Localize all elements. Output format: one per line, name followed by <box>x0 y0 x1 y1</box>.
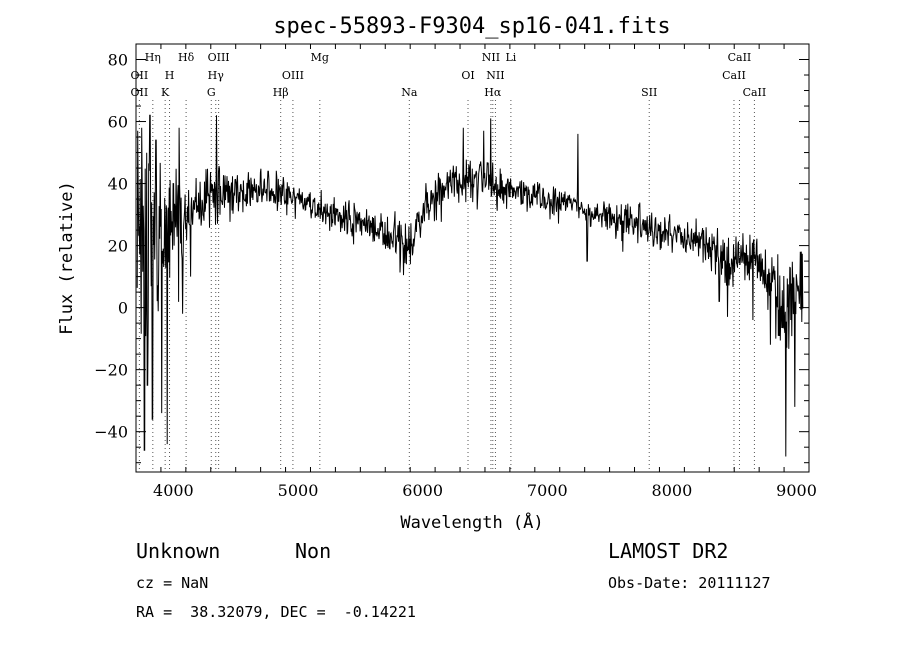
spectral-line-label: CaII <box>743 86 767 99</box>
y-axis: −40 −20 0 20 40 60 80 <box>94 43 809 464</box>
spectral-line-label: Mg <box>311 51 329 64</box>
spectral-line-label: Li <box>505 51 516 64</box>
spectral-line-label: CaII <box>728 51 752 64</box>
spectral-line-markers <box>138 100 755 472</box>
y-tick-label: 60 <box>108 113 128 132</box>
y-tick-label: −20 <box>94 361 128 380</box>
spectral-line-label: OIII <box>282 69 304 82</box>
y-tick-label: 40 <box>108 175 128 194</box>
spectral-line-label: SII <box>641 86 657 99</box>
object-subclass: Non <box>295 539 332 563</box>
y-axis-label: Flux (relative) <box>57 181 77 335</box>
x-tick-label: 8000 <box>652 481 693 500</box>
spectral-line-label: NII <box>482 51 500 64</box>
spectral-line-label: Hα <box>484 86 502 99</box>
y-tick-label: 20 <box>108 237 128 256</box>
y-tick-label: 0 <box>118 299 128 318</box>
x-tick-label: 6000 <box>402 481 443 500</box>
x-tick-label: 5000 <box>278 481 319 500</box>
spectral-line-label: Hδ <box>178 51 195 64</box>
coordinates: RA = 38.32079, DEC = -0.14221 <box>136 603 416 621</box>
spectral-line-label: OIII <box>208 51 230 64</box>
spectral-line-label: Na <box>401 86 418 99</box>
spectral-line-label: H <box>165 69 175 82</box>
object-class: Unknown <box>136 539 221 563</box>
x-axis: 4000 5000 6000 7000 8000 9000 <box>135 44 817 500</box>
x-tick-label: 4000 <box>153 481 194 500</box>
x-tick-label: 7000 <box>527 481 568 500</box>
spectral-line-label: Hβ <box>273 86 289 99</box>
redshift-cz: cz = NaN <box>136 574 209 592</box>
plot-frame <box>135 43 810 473</box>
y-tick-label: 80 <box>108 51 128 70</box>
spectral-line-label: Hγ <box>208 69 225 82</box>
spectral-line-label: K <box>161 86 170 99</box>
spectral-line-label: OII <box>131 86 149 99</box>
x-axis-label: Wavelength (Å) <box>400 511 543 533</box>
spectral-line-label: NII <box>486 69 504 82</box>
spectral-line-label: CaII <box>722 69 746 82</box>
spectral-line-label: Hη <box>145 51 161 64</box>
survey-name: LAMOST DR2 <box>608 539 729 563</box>
spectral-line-label: OI <box>461 69 474 82</box>
spectrum-series <box>136 114 804 457</box>
x-tick-label: 9000 <box>776 481 817 500</box>
y-tick-label: −40 <box>94 423 128 442</box>
observation-date: Obs-Date: 20111127 <box>608 574 771 592</box>
chart-title: spec-55893-F9304_sp16-041.fits <box>273 14 670 39</box>
spectral-line-label: G <box>207 86 216 99</box>
